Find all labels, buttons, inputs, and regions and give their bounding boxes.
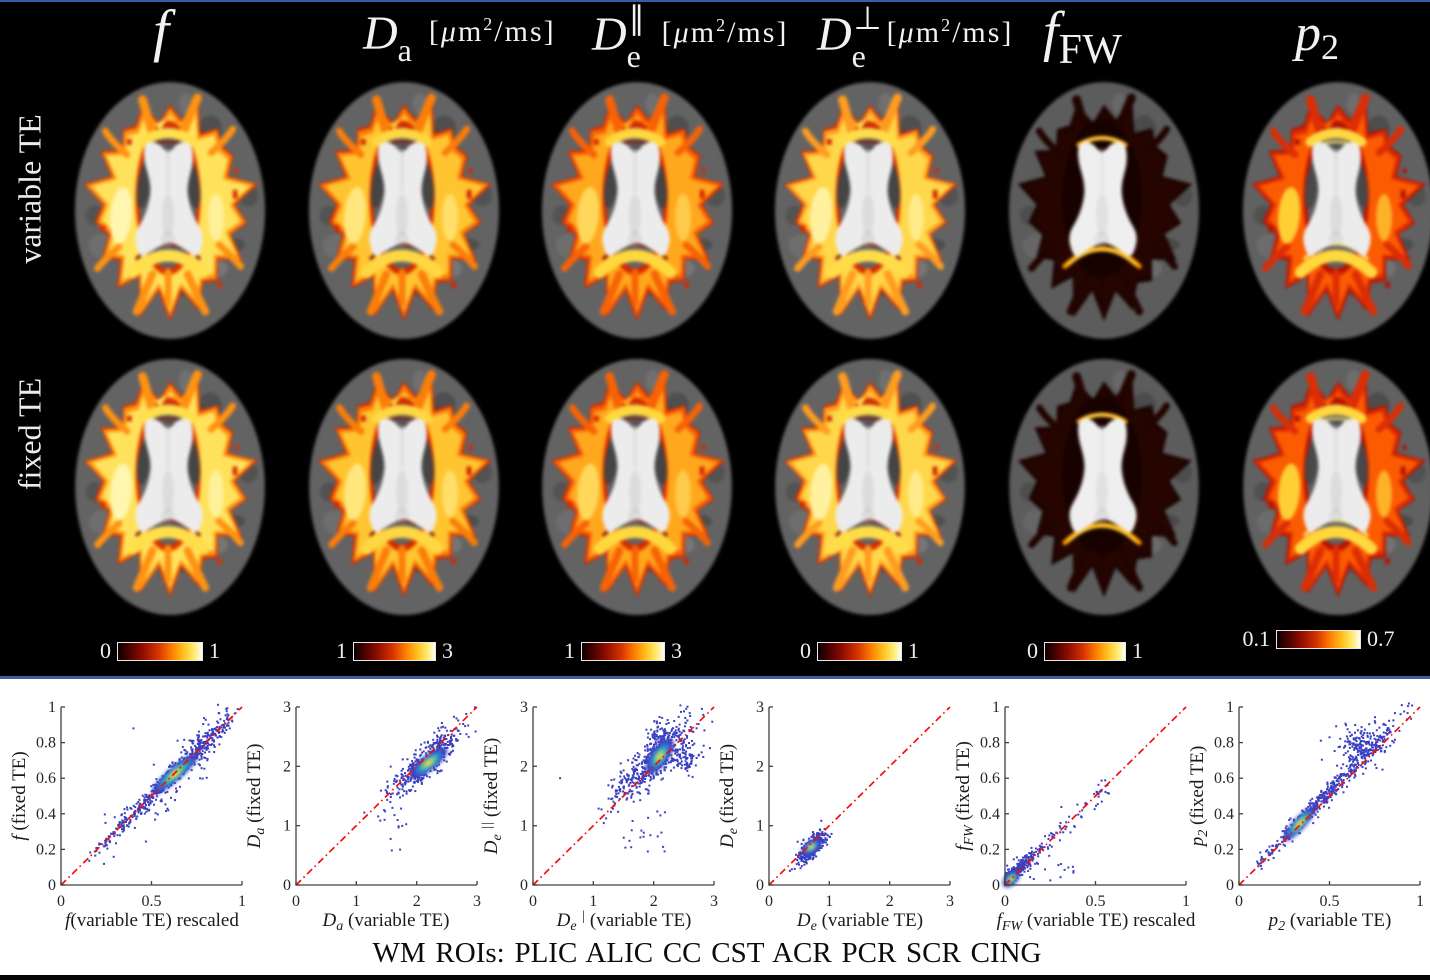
svg-text:2: 2: [520, 758, 528, 775]
svg-text:3: 3: [520, 699, 528, 716]
svg-text:0: 0: [292, 893, 300, 910]
svg-text:0.5: 0.5: [1320, 893, 1340, 910]
svg-text:2: 2: [756, 758, 764, 775]
svg-text:1: 1: [48, 699, 56, 716]
svg-text:2: 2: [886, 893, 894, 910]
svg-text:1: 1: [1416, 893, 1424, 910]
svg-text:0.5: 0.5: [1086, 893, 1106, 910]
svg-text:0: 0: [520, 877, 528, 894]
svg-text:0.2: 0.2: [36, 841, 56, 858]
svg-text:p2 (fixed TE): p2 (fixed TE): [1187, 746, 1211, 849]
svg-text:0: 0: [529, 893, 537, 910]
svg-text:2: 2: [283, 758, 291, 775]
svg-text:3: 3: [473, 893, 481, 910]
svg-text:p2 (variable TE): p2 (variable TE): [1267, 910, 1392, 934]
svg-text:fFW (variable TE) rescaled: fFW (variable TE) rescaled: [997, 910, 1196, 934]
svg-text:1: 1: [589, 893, 597, 910]
svg-text:1: 1: [992, 699, 1000, 716]
svg-text:0: 0: [765, 893, 773, 910]
svg-text:1: 1: [756, 818, 764, 835]
svg-text:1: 1: [825, 893, 833, 910]
svg-text:0: 0: [48, 877, 56, 894]
svg-text:Da (fixed TE): Da (fixed TE): [244, 744, 268, 850]
svg-text:0.6: 0.6: [1214, 770, 1234, 787]
svg-text:0.8: 0.8: [36, 735, 56, 752]
svg-text:WM ROIs: PLIC ALIC CC CST ACR: WM ROIs: PLIC ALIC CC CST ACR PCR SCR CI…: [373, 937, 1042, 969]
svg-text:0: 0: [1001, 893, 1009, 910]
svg-text:0.4: 0.4: [980, 806, 1000, 823]
svg-text:Da (variable TE): Da (variable TE): [322, 910, 450, 934]
svg-text:1: 1: [1182, 893, 1190, 910]
svg-text:3: 3: [756, 699, 764, 716]
svg-text:0: 0: [57, 893, 65, 910]
svg-text:0: 0: [992, 877, 1000, 894]
svg-text:2: 2: [650, 893, 658, 910]
svg-text:0.2: 0.2: [980, 841, 1000, 858]
svg-text:f(variable TE) rescaled: f(variable TE) rescaled: [65, 910, 239, 931]
svg-text:1: 1: [238, 893, 246, 910]
svg-text:0.8: 0.8: [1214, 735, 1234, 752]
svg-text:2: 2: [413, 893, 421, 910]
svg-text:0.8: 0.8: [980, 735, 1000, 752]
svg-text:0: 0: [1226, 877, 1234, 894]
svg-text:f (fixed TE): f (fixed TE): [9, 751, 30, 840]
svg-text:1: 1: [283, 818, 291, 835]
svg-text:0: 0: [756, 877, 764, 894]
svg-text:0.5: 0.5: [142, 893, 162, 910]
svg-text:De (variable TE): De (variable TE): [796, 910, 923, 934]
svg-text:1: 1: [1226, 699, 1234, 716]
svg-text:3: 3: [946, 893, 954, 910]
svg-text:0: 0: [1235, 893, 1243, 910]
svg-text:De | (variable TE): De | (variable TE): [556, 909, 692, 934]
svg-text:0: 0: [283, 877, 291, 894]
svg-text:1: 1: [352, 893, 360, 910]
svg-text:3: 3: [710, 893, 718, 910]
svg-text:1: 1: [520, 818, 528, 835]
svg-text:0.4: 0.4: [36, 806, 56, 823]
svg-text:De || (fixed TE): De || (fixed TE): [480, 738, 505, 855]
svg-text:De (fixed TE): De (fixed TE): [717, 744, 741, 849]
svg-text:0.6: 0.6: [980, 770, 1000, 787]
svg-text:fFW (fixed TE): fFW (fixed TE): [953, 741, 977, 851]
svg-text:0.6: 0.6: [36, 770, 56, 787]
svg-text:0.4: 0.4: [1214, 806, 1234, 823]
svg-text:3: 3: [283, 699, 291, 716]
svg-text:0.2: 0.2: [1214, 841, 1234, 858]
